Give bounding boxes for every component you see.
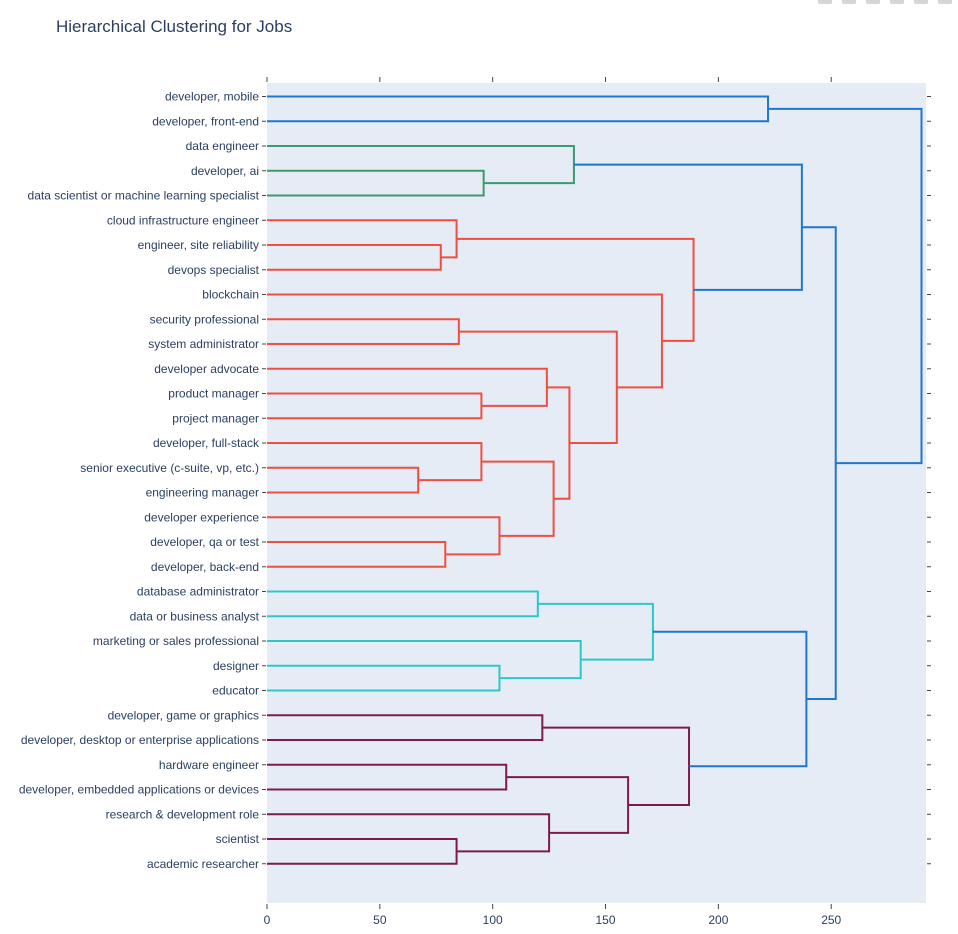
- autoscale-icon[interactable]: [938, 0, 952, 4]
- dendrogram-link-M31: [768, 107, 923, 465]
- leaf-label: senior executive (c-suite, vp, etc.): [80, 461, 259, 475]
- leaf-label: database administrator: [137, 585, 259, 599]
- dendrogram-link-M4: [267, 244, 442, 271]
- pan-icon[interactable]: [866, 0, 880, 4]
- zoom-icon[interactable]: [842, 0, 856, 4]
- leaf-label: marketing or sales professional: [93, 634, 259, 648]
- x-tick-label: 250: [821, 913, 841, 927]
- dendrogram-link-M12: [267, 516, 501, 556]
- leaf-label: developer, back-end: [151, 560, 259, 574]
- x-tick-label: 150: [596, 913, 616, 927]
- dendrogram-link-M8: [267, 367, 548, 407]
- leaf-label: developer, qa or test: [150, 535, 259, 549]
- leaf-label: security professional: [150, 312, 259, 326]
- leaf-label: educator: [212, 684, 259, 698]
- tick-layer: 0 50 100 150 200 250: [262, 77, 931, 927]
- leaf-label: developer, front-end: [152, 114, 259, 128]
- leaf-label: data scientist or machine learning speci…: [28, 189, 260, 203]
- leaf-label: research & development role: [106, 807, 260, 821]
- dendrogram-link-M6: [267, 318, 460, 345]
- dendrogram-link-M22: [537, 602, 654, 661]
- camera-icon[interactable]: [818, 0, 832, 4]
- dendrogram-links: [267, 95, 923, 865]
- leaf-label: academic researcher: [147, 857, 259, 871]
- dendrogram-link-M20: [267, 664, 501, 692]
- leaf-label: developer, embedded applications or devi…: [19, 783, 259, 797]
- leaf-label: developer, desktop or enterprise applica…: [21, 733, 259, 747]
- chart-title: Hierarchical Clustering for Jobs: [56, 17, 293, 36]
- leaf-label: data or business analyst: [130, 609, 260, 623]
- dendrogram-link-M17: [456, 237, 695, 342]
- dendrogram-link-M11: [267, 541, 447, 568]
- leaf-label: designer: [213, 659, 259, 673]
- leaf-label: cloud infrastructure engineer: [107, 213, 259, 227]
- x-tick-label: 100: [483, 913, 503, 927]
- dendrogram-link-M5: [267, 219, 458, 259]
- leaf-labels: developer, mobile developer, front-end dat…: [19, 90, 260, 871]
- leaf-label: developer, game or graphics: [108, 708, 259, 722]
- leaf-label: blockchain: [202, 288, 259, 302]
- zoom-in-icon[interactable]: [890, 0, 904, 4]
- leaf-label: developer, mobile: [165, 90, 259, 104]
- leaf-label: data engineer: [186, 139, 259, 153]
- leaf-label: project manager: [172, 411, 259, 425]
- x-tick-label: 0: [264, 913, 271, 927]
- leaf-label: developer, full-stack: [153, 436, 260, 450]
- dendrogram-link-M25: [267, 838, 458, 865]
- leaf-label: scientist: [216, 832, 260, 846]
- x-tick-label: 200: [708, 913, 728, 927]
- leaf-label: engineering manager: [146, 486, 259, 500]
- leaf-label: engineer, site reliability: [138, 238, 259, 252]
- leaf-label: developer, ai: [191, 164, 259, 178]
- dendrogram-link-M18: [573, 163, 803, 291]
- leaf-label: devops specialist: [168, 263, 260, 277]
- dendrogram-link-M26: [267, 813, 551, 853]
- zoom-out-icon[interactable]: [914, 0, 928, 4]
- leaf-label: system administrator: [148, 337, 259, 351]
- leaf-label: developer experience: [144, 510, 259, 524]
- modebar: [818, 0, 952, 4]
- leaf-label: developer advocate: [154, 362, 259, 376]
- leaf-label: product manager: [168, 387, 259, 401]
- x-tick-label: 50: [373, 913, 387, 927]
- leaf-label: hardware engineer: [159, 758, 259, 772]
